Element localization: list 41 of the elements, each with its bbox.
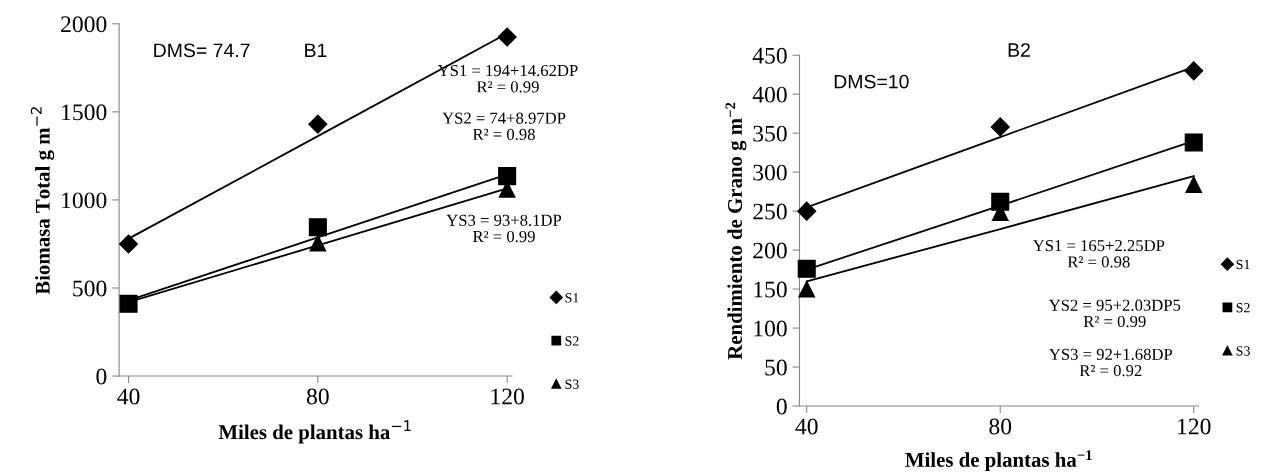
y-axis-title: Biomasa Total g m$^{−2}$ [30, 107, 55, 295]
x-tick-label: 80 [306, 388, 329, 405]
y-tick-label: 1000 [62, 192, 107, 209]
annotation: YS1 = 194+14.62DP R² = 0.99 [437, 64, 578, 93]
annotation: DMS= 74.7 [154, 43, 250, 58]
text: B1 [305, 43, 327, 58]
annotation: YS2 = 74+8.97DP R² = 0.98 [442, 112, 566, 141]
chart-title: B2 [1008, 43, 1030, 57]
y-tick-label: 1500 [62, 104, 107, 121]
y-tick-label: 200 [753, 242, 787, 259]
y-tick-label: 350 [753, 125, 787, 142]
annotation: YS2 = 95+2.03DP5 R² = 0.99 [1048, 299, 1181, 328]
y-tick-label: 450 [752, 47, 787, 64]
annotation: DMS=10 [834, 74, 909, 89]
legend-label: S2 [565, 336, 579, 346]
y-tick-label: 100 [754, 320, 787, 337]
y-tick-label: 400 [752, 86, 787, 103]
annotation: YS1 = 165+2.25DP R² = 0.98 [1032, 240, 1165, 268]
y-tick-label: 500 [73, 280, 107, 297]
y-tick-label: 250 [753, 203, 787, 220]
legend-label: S3 [1236, 346, 1250, 356]
x-tick-label: 40 [117, 388, 140, 405]
x-axis-title: Miles de plantas ha$^{−1}$ [905, 450, 1092, 472]
annotation: YS3 = 93+8.1DP R² = 0.99 [446, 214, 562, 243]
legend-label: S1 [1236, 259, 1250, 270]
legend-label: S3 [565, 379, 579, 389]
x-tick-label: 40 [795, 418, 818, 435]
legend-label: S1 [565, 293, 579, 303]
x-tick-label: 80 [989, 418, 1012, 435]
x-tick-label: 120 [491, 388, 524, 405]
y-tick-label: 0 [96, 368, 107, 385]
y-tick-label: 50 [765, 359, 787, 376]
x-tick-label: 120 [1178, 418, 1211, 435]
annotation: YS3 = 92+1.68DP R² = 0.92 [1049, 348, 1173, 377]
y-tick-label: 150 [754, 281, 787, 298]
y-tick-label: 300 [753, 164, 787, 181]
y-axis-title: Rendimiento de Grano g m$^{−2}$ [725, 102, 747, 360]
legend-label: S2 [1236, 303, 1250, 313]
x-axis-title: Miles de plantas ha$^{−1}$ [218, 420, 411, 444]
y-tick-label: 0 [776, 398, 787, 415]
y-tick-label: 2000 [61, 16, 107, 33]
